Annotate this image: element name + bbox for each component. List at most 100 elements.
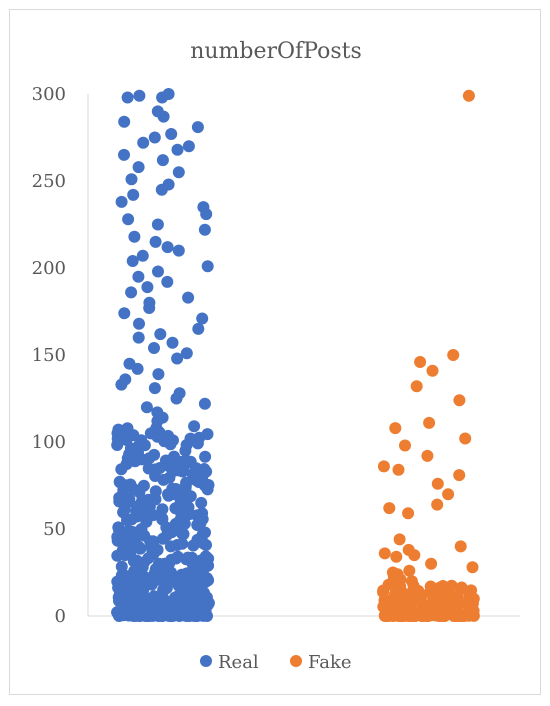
point-fake <box>403 564 416 577</box>
point-fake <box>424 580 437 593</box>
y-tick-label: 250 <box>32 171 66 192</box>
point-real <box>162 88 175 100</box>
point-real <box>116 608 129 621</box>
point-real <box>154 328 167 341</box>
point-real <box>176 537 189 550</box>
point-real <box>146 607 159 620</box>
point-real <box>152 368 165 381</box>
point-real <box>161 275 174 288</box>
point-real <box>117 533 130 546</box>
point-real <box>152 265 164 278</box>
point-real <box>115 378 128 391</box>
point-real <box>173 610 186 622</box>
point-real <box>130 531 143 544</box>
scatter-chart: numberOfPosts 0 50 100 150 200 250 300 Real Fa… <box>32 39 520 673</box>
point-real <box>133 317 145 330</box>
point-real <box>112 423 125 436</box>
point-real <box>123 492 136 505</box>
point-real <box>143 452 156 465</box>
point-real <box>201 260 214 273</box>
point-real <box>115 195 128 208</box>
point-real <box>189 610 202 622</box>
y-tick-label: 200 <box>32 258 66 279</box>
point-fake <box>389 422 402 435</box>
point-real <box>171 352 184 365</box>
point-real <box>156 503 169 516</box>
point-real <box>153 462 166 474</box>
point-fake <box>391 581 404 594</box>
point-fake <box>399 439 411 452</box>
point-fake <box>453 394 466 407</box>
point-real <box>148 131 161 144</box>
point-real <box>143 302 156 314</box>
point-real <box>192 591 204 603</box>
point-fake <box>426 364 439 377</box>
point-real <box>111 549 124 562</box>
point-real <box>111 432 124 445</box>
point-real <box>140 401 153 414</box>
point-real <box>126 255 139 267</box>
point-real <box>171 572 184 585</box>
point-real <box>132 161 145 174</box>
point-fake <box>425 609 438 622</box>
point-real <box>120 434 133 446</box>
point-real <box>198 397 211 410</box>
point-real <box>182 140 195 153</box>
point-real <box>165 128 178 140</box>
legend-marker-real <box>200 655 212 667</box>
point-real <box>132 540 145 553</box>
point-fake <box>454 540 467 553</box>
y-tick-label: 100 <box>32 432 66 453</box>
point-real <box>129 455 142 468</box>
point-real <box>172 244 185 257</box>
point-real <box>171 501 184 514</box>
point-fake <box>377 584 390 597</box>
point-real <box>132 270 145 283</box>
point-real <box>141 281 154 294</box>
y-tick-label: 300 <box>32 84 66 105</box>
point-fake <box>392 463 405 476</box>
point-real <box>113 495 126 508</box>
point-real <box>115 463 128 476</box>
point-real <box>156 512 169 525</box>
point-real <box>160 573 173 586</box>
point-fake <box>438 609 451 622</box>
point-real <box>180 439 193 451</box>
y-tick-label: 150 <box>32 345 66 366</box>
point-real <box>135 566 148 579</box>
point-real <box>180 347 193 360</box>
point-real <box>118 307 131 320</box>
point-real <box>200 208 213 221</box>
point-real <box>131 510 144 523</box>
point-real <box>198 463 211 475</box>
point-real <box>128 230 141 243</box>
point-real <box>161 561 174 574</box>
point-real <box>133 607 146 620</box>
data-points <box>111 88 480 622</box>
point-real <box>191 437 204 450</box>
point-real <box>166 465 179 478</box>
point-real <box>161 529 173 541</box>
point-real <box>185 599 198 611</box>
point-fake <box>425 557 438 570</box>
point-fake <box>413 608 426 621</box>
point-real <box>118 115 131 128</box>
point-real <box>197 537 210 550</box>
point-real <box>125 286 138 299</box>
point-fake <box>431 477 444 490</box>
point-fake <box>393 533 406 546</box>
point-real <box>148 590 161 603</box>
point-real <box>197 554 209 566</box>
point-real <box>161 241 174 254</box>
point-fake <box>431 498 444 511</box>
point-real <box>147 539 160 552</box>
point-fake <box>467 592 480 605</box>
point-real <box>138 439 151 452</box>
y-tick-label: 50 <box>43 519 66 540</box>
point-fake <box>410 593 423 606</box>
point-real <box>125 173 138 186</box>
point-fake <box>408 549 421 562</box>
point-real <box>170 552 182 565</box>
point-real <box>182 501 195 514</box>
point-fake <box>451 604 464 617</box>
